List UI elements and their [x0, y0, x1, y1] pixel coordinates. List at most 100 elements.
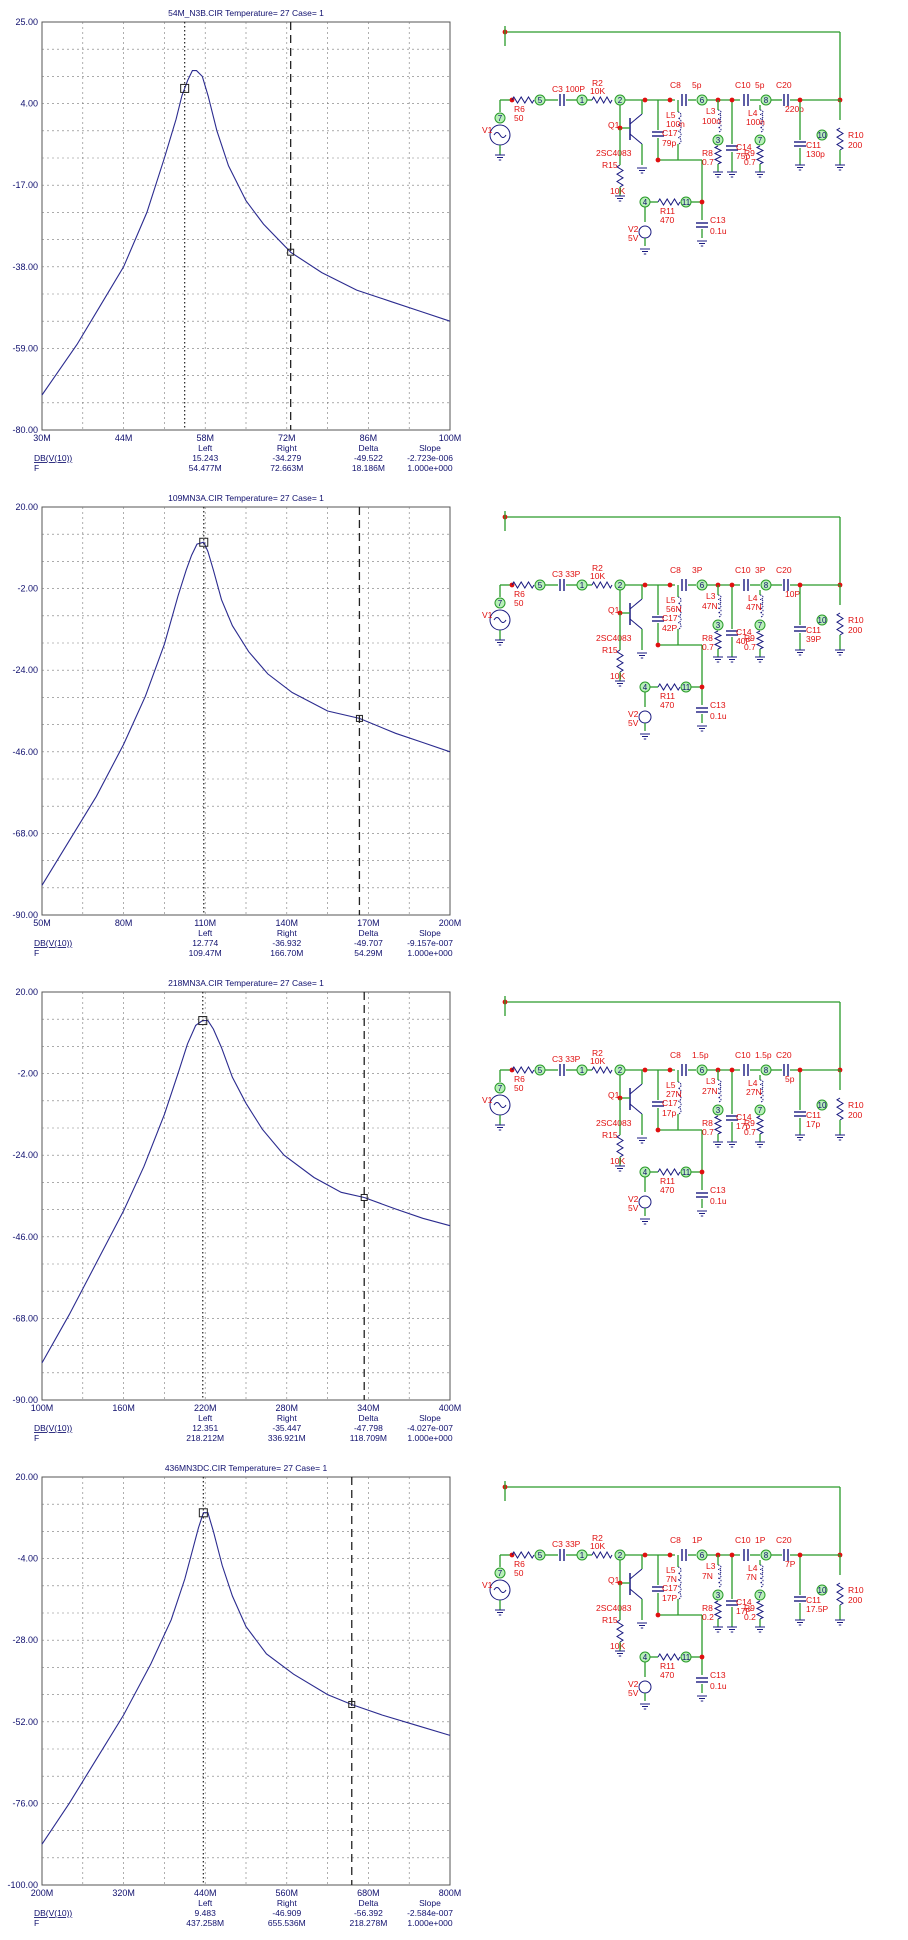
component-value: 0.1u	[710, 711, 727, 721]
x-tick-label: 800M	[439, 1888, 462, 1898]
component-label: C14	[736, 142, 752, 152]
component-label: Q1	[608, 1575, 620, 1585]
readout-freq-label: F	[34, 1918, 39, 1928]
readout-value: -49.522	[354, 453, 383, 463]
component-value: 0.7	[702, 1127, 714, 1137]
component-value: 10K	[610, 1641, 625, 1651]
component-value: 17P	[736, 1606, 751, 1616]
node-pin-label: 10	[818, 1101, 827, 1110]
readout-frequency: 166.70M	[270, 948, 303, 958]
response-plot: 54M_N3B.CIR Temperature= 27 Case= 1 25.00…	[0, 0, 461, 485]
node-dot	[729, 1067, 735, 1073]
node-pin-label: 7	[758, 136, 763, 145]
resistor	[836, 612, 844, 636]
node-dot	[642, 1067, 648, 1073]
node-pin	[494, 1082, 506, 1094]
node-pin-label: 3	[716, 1106, 721, 1115]
dc-source-icon	[638, 1195, 652, 1209]
component-value: 0.7	[702, 157, 714, 167]
component-value: 0.2	[702, 1612, 714, 1622]
source-label: V1	[482, 1580, 493, 1590]
plot-canvas: 54M_N3B.CIR Temperature= 27 Case= 1 25.00…	[12, 8, 461, 473]
right-cursor-marker[interactable]	[348, 1700, 356, 1708]
y-tick-label: -28.00	[12, 1635, 38, 1645]
component-value: 1P	[692, 1535, 703, 1545]
component-label: Q1	[608, 120, 620, 130]
left-cursor-marker[interactable]	[198, 1016, 208, 1026]
y-tick-label: -76.00	[12, 1798, 38, 1808]
x-tick-label: 72M	[278, 433, 296, 443]
node-dot	[729, 97, 735, 103]
node-dot	[655, 642, 661, 648]
component-value: 27N	[666, 1089, 682, 1099]
y-tick-label: -80.00	[12, 425, 38, 435]
node-dot	[667, 1067, 673, 1073]
node-dot	[797, 582, 803, 588]
component-label: R2	[592, 1533, 603, 1543]
component-value: 10K	[590, 571, 605, 581]
left-cursor-marker[interactable]	[180, 83, 190, 93]
readout-frequency: 1.000e+000	[407, 948, 452, 958]
left-cursor-marker[interactable]	[198, 1508, 208, 1518]
readout-header: Left	[198, 1413, 213, 1423]
inductor	[717, 109, 722, 133]
readout-header: Delta	[358, 443, 378, 453]
component-value: 0.1u	[710, 1681, 727, 1691]
component-value: 1.5p	[755, 1050, 772, 1060]
transistor-icon	[629, 598, 643, 610]
component-label: R8	[702, 633, 713, 643]
component-label: L5	[666, 595, 676, 605]
resistor	[511, 96, 535, 104]
resistor	[713, 630, 723, 650]
grid	[42, 992, 450, 1400]
source-label: V1	[482, 125, 493, 135]
node-pin-label: 5	[538, 581, 543, 590]
component-value: 1.5p	[692, 1050, 709, 1060]
result-panel-2: 109MN3A.CIR Temperature= 27 Case= 1 20.00…	[0, 485, 908, 970]
node-pin-label: 10	[818, 616, 827, 625]
right-cursor-marker[interactable]	[355, 714, 363, 722]
readout-value: 9.483	[195, 1908, 217, 1918]
component-label: L5	[666, 1565, 676, 1575]
node-dot	[699, 1654, 705, 1660]
node-pin-label: 7	[498, 1569, 503, 1578]
readout-value: -35.447	[272, 1423, 301, 1433]
sine-wave-icon	[493, 1587, 507, 1593]
node-pin-label: 2	[618, 1551, 623, 1560]
readout-value: -56.392	[354, 1908, 383, 1918]
node-pin	[494, 597, 506, 609]
component-value: 200	[848, 625, 862, 635]
component-value: 10P	[785, 589, 800, 599]
right-cursor-marker[interactable]	[360, 1193, 368, 1201]
left-cursor-marker[interactable]	[199, 537, 209, 547]
component-label: C8	[670, 80, 681, 90]
y-tick-label: -52.00	[12, 1717, 38, 1727]
x-tick-label: 86M	[360, 433, 378, 443]
component-label: C14	[736, 1597, 752, 1607]
plot-canvas: 218MN3A.CIR Temperature= 27 Case= 1 20.00…	[12, 978, 461, 1443]
node-dot	[729, 1552, 735, 1558]
node-pin-label: 8	[764, 1066, 769, 1075]
node-pin-label: 7	[498, 114, 503, 123]
resistor	[511, 1066, 535, 1074]
node-pin-label: 10	[818, 131, 827, 140]
component-label: R6	[514, 104, 525, 114]
readout-value: 12.351	[192, 1423, 218, 1433]
component-label: C13	[710, 1670, 726, 1680]
component-label: C3 33P	[552, 569, 581, 579]
readout-trace-label: DB(V(10))	[34, 1908, 72, 1918]
node-pin-label: 3	[716, 1591, 721, 1600]
right-cursor-marker[interactable]	[287, 248, 295, 256]
resistor	[755, 630, 765, 650]
node-pin	[754, 619, 766, 631]
component-label: C11	[806, 625, 821, 635]
component-label: V2	[628, 224, 639, 234]
x-tick-label: 100M	[31, 1403, 54, 1413]
component-value: 50	[514, 598, 524, 608]
component-label: V2	[628, 1679, 639, 1689]
component-value: 10K	[610, 671, 625, 681]
node-pin-label: 2	[618, 1066, 623, 1075]
component-value: 5V	[628, 233, 639, 243]
readout-value: 12.774	[192, 938, 218, 948]
component-label: L3	[706, 1561, 716, 1571]
